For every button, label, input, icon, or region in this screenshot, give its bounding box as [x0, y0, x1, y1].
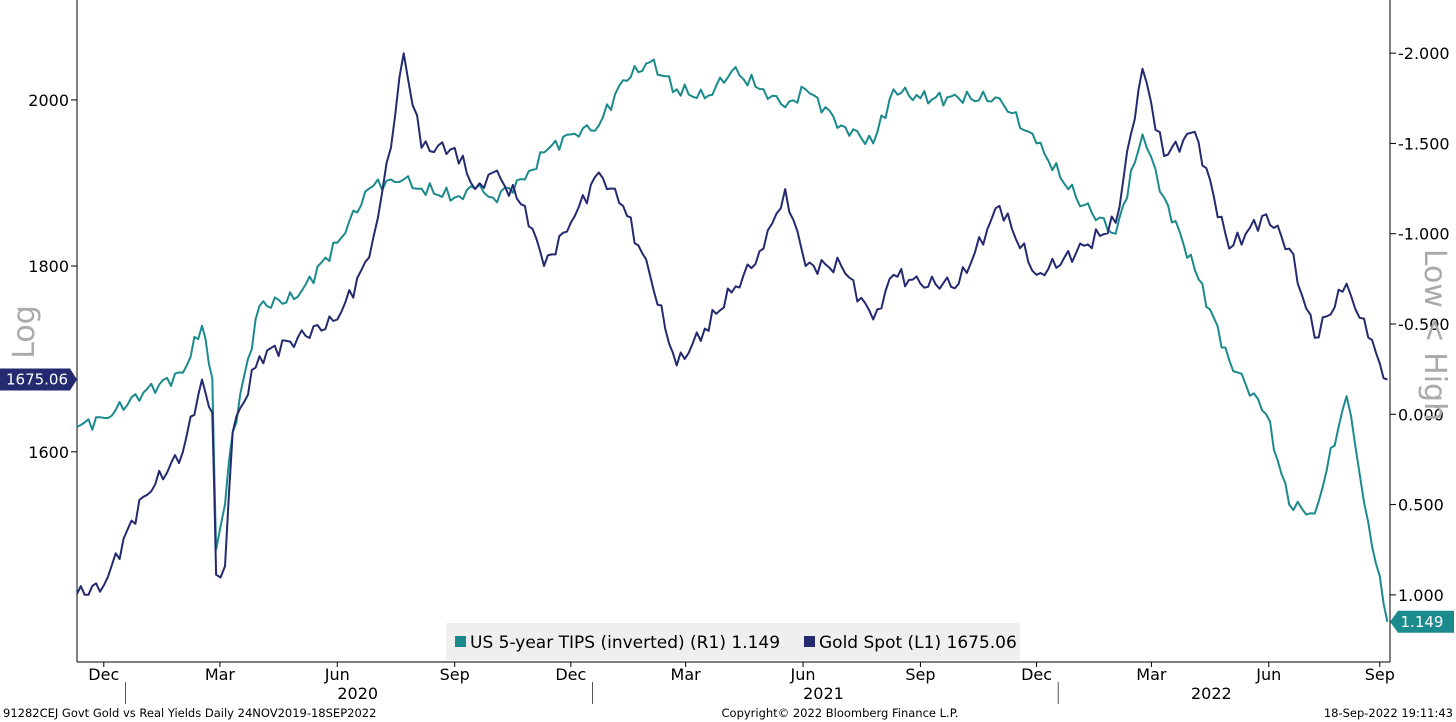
right-tick-label: 0.000	[1398, 405, 1444, 424]
x-axis-ticks: Dec Mar Jun Sep Dec Mar Jun Sep Dec Mar Jun Sep 2020…	[88, 662, 1395, 704]
x-tick-label-month: Dec	[555, 665, 586, 684]
right-tick-label: 1.000	[1398, 586, 1444, 605]
x-tick-label-month: Sep	[905, 665, 935, 684]
footer-right: 18-Sep-2022 19:11:43	[1324, 706, 1453, 720]
x-tick-label-year: 2021	[803, 684, 844, 703]
right-tick-label: -1.500	[1398, 134, 1450, 153]
right-tick-label: -1.000	[1398, 225, 1450, 244]
right-tick-label: -2.000	[1398, 44, 1450, 63]
right-tick-label: 0.500	[1398, 496, 1444, 515]
right-axis-ticks: -2.000 -1.500 -1.000 -0.500 0.000 0.500 1.000	[1390, 44, 1450, 605]
left-tick-label: 1800	[28, 257, 69, 276]
left-tick-label: 1600	[28, 443, 69, 462]
left-axis-title: Log	[7, 305, 42, 359]
x-tick-label-year: 2020	[337, 684, 378, 703]
x-tick-label-year: 2022	[1191, 684, 1232, 703]
x-tick-label-month: Sep	[440, 665, 470, 684]
right-last-value-tag: 1.149	[1390, 610, 1454, 633]
legend-swatch-gold	[804, 636, 815, 647]
legend-label-gold: Gold Spot (L1) 1675.06	[819, 633, 1017, 653]
x-tick-label-month: Dec	[88, 665, 119, 684]
left-last-value-tag: 1675.06	[0, 368, 77, 391]
series-layer	[76, 52, 1389, 623]
footer-center: Copyright© 2022 Bloomberg Finance L.P.	[722, 706, 959, 720]
x-tick-label-month: Mar	[1136, 665, 1167, 684]
x-tick-label-month: Mar	[205, 665, 236, 684]
footer-left: 91282CEJ Govt Gold vs Real Yields Daily …	[3, 706, 376, 720]
x-tick-label-month: Jun	[790, 665, 816, 684]
left-last-value-label: 1675.06	[6, 370, 68, 388]
x-tick-label-month: Jun	[1255, 665, 1281, 684]
x-tick-label-month: Jun	[324, 665, 350, 684]
legend-box	[446, 623, 1020, 660]
right-axis-title: Low < High	[1417, 249, 1452, 421]
left-tick-label: 2000	[28, 91, 69, 110]
x-tick-label-month: Mar	[671, 665, 702, 684]
legend-label-tips: US 5-year TIPS (inverted) (R1) 1.149	[470, 633, 780, 653]
right-last-value-label: 1.149	[1401, 613, 1444, 631]
tips-inverted-line	[76, 58, 1389, 623]
right-tick-label: -0.500	[1398, 315, 1450, 334]
legend: US 5-year TIPS (inverted) (R1) 1.149 Gol…	[446, 623, 1020, 660]
gold-spot-line	[76, 52, 1388, 596]
left-axis-ticks: 1600 1800 2000	[28, 91, 77, 462]
x-tick-label-month: Dec	[1021, 665, 1052, 684]
legend-swatch-tips	[455, 636, 466, 647]
x-tick-label-month: Sep	[1365, 665, 1395, 684]
